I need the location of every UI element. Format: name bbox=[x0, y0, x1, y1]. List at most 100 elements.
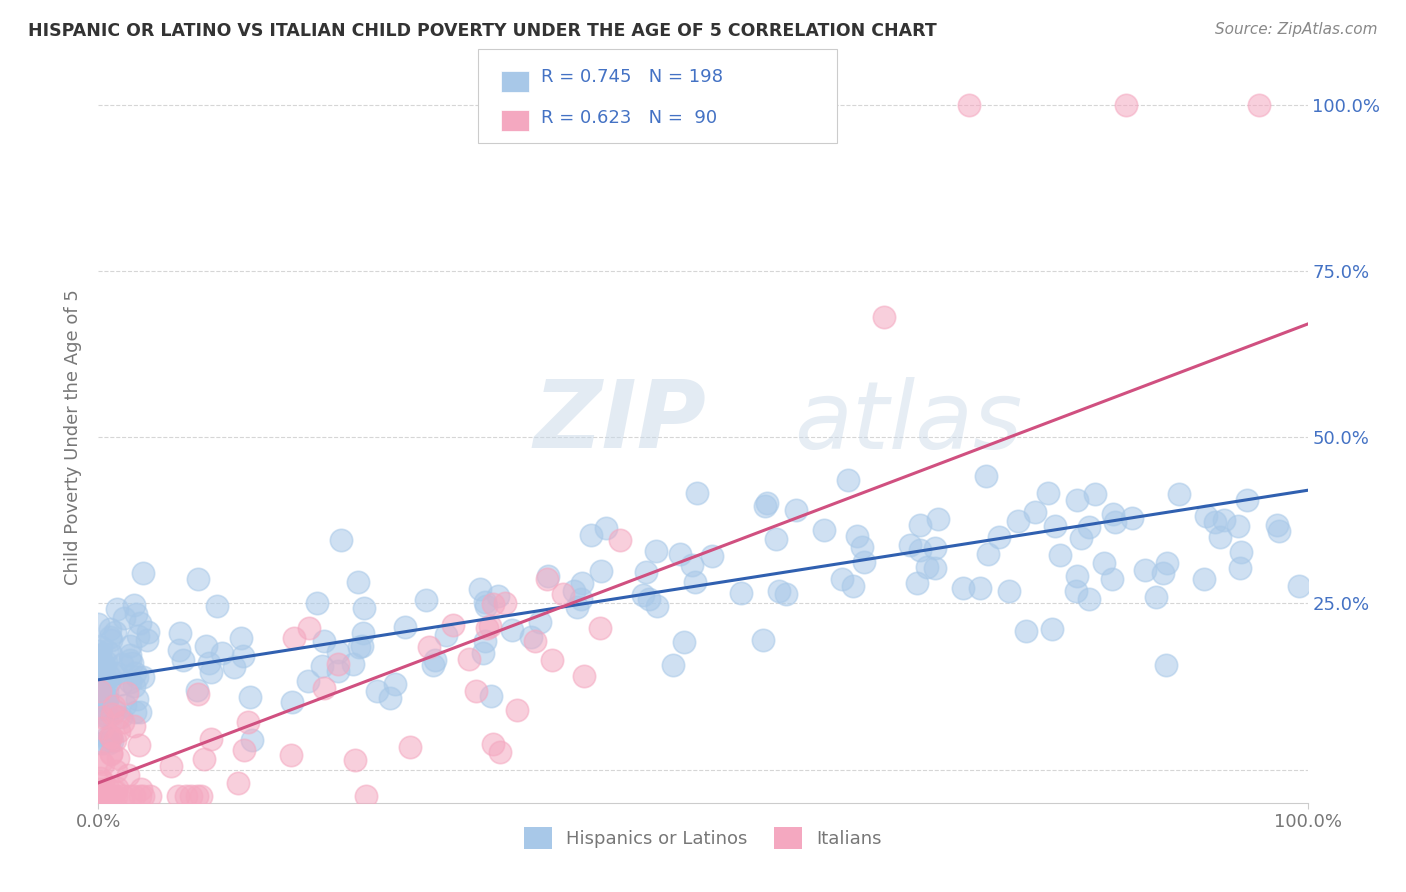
Point bbox=[572, 668, 595, 682]
Point bbox=[458, 652, 481, 666]
Text: Source: ZipAtlas.com: Source: ZipAtlas.com bbox=[1215, 22, 1378, 37]
Point bbox=[111, 789, 134, 804]
Point bbox=[1168, 486, 1191, 500]
Point bbox=[347, 574, 370, 589]
Point bbox=[91, 774, 114, 789]
Point bbox=[1268, 524, 1291, 538]
Point bbox=[579, 527, 602, 541]
Point bbox=[700, 549, 723, 563]
Point bbox=[752, 632, 775, 647]
Point bbox=[987, 530, 1010, 544]
Point bbox=[96, 685, 118, 699]
Point bbox=[571, 575, 593, 590]
Point bbox=[927, 512, 949, 526]
Point bbox=[464, 684, 486, 698]
Point bbox=[125, 692, 148, 706]
Point bbox=[96, 644, 118, 658]
Point bbox=[669, 547, 692, 561]
Point bbox=[121, 657, 143, 671]
Point bbox=[609, 533, 631, 547]
Point bbox=[132, 789, 155, 804]
Point bbox=[328, 657, 350, 672]
Point bbox=[124, 679, 146, 693]
Point bbox=[354, 789, 377, 804]
Point bbox=[104, 764, 127, 779]
Point bbox=[101, 789, 124, 804]
Point bbox=[474, 634, 496, 648]
Point bbox=[98, 729, 121, 743]
Point bbox=[873, 310, 896, 325]
Point bbox=[190, 789, 212, 804]
Point bbox=[631, 588, 654, 602]
Y-axis label: Child Poverty Under the Age of 5: Child Poverty Under the Age of 5 bbox=[65, 289, 83, 585]
Point bbox=[238, 715, 260, 730]
Point bbox=[107, 710, 129, 724]
Point bbox=[486, 589, 509, 603]
Point bbox=[468, 582, 491, 596]
Point bbox=[93, 701, 115, 715]
Point bbox=[352, 639, 374, 653]
Point bbox=[283, 632, 305, 646]
Point bbox=[1070, 532, 1092, 546]
Point bbox=[1040, 622, 1063, 636]
Point bbox=[118, 652, 141, 666]
Point bbox=[98, 630, 121, 644]
Point bbox=[124, 666, 146, 681]
Point bbox=[107, 751, 129, 765]
Point bbox=[434, 628, 457, 642]
Point bbox=[328, 664, 350, 678]
Point bbox=[91, 789, 114, 804]
Point bbox=[167, 643, 190, 657]
Point bbox=[1014, 624, 1036, 639]
Point bbox=[281, 695, 304, 709]
Point bbox=[529, 615, 551, 629]
Point bbox=[89, 782, 111, 797]
Point bbox=[280, 747, 302, 762]
Point bbox=[91, 663, 114, 677]
Point bbox=[124, 607, 146, 621]
Point bbox=[905, 575, 928, 590]
Point bbox=[681, 558, 703, 572]
Text: R = 0.745   N = 198: R = 0.745 N = 198 bbox=[541, 69, 723, 87]
Point bbox=[384, 677, 406, 691]
Point bbox=[562, 583, 585, 598]
Point bbox=[93, 658, 115, 673]
Point bbox=[297, 673, 319, 688]
Point bbox=[114, 698, 136, 712]
Point bbox=[90, 755, 112, 769]
Point bbox=[194, 639, 217, 653]
Point bbox=[90, 789, 112, 804]
Point bbox=[127, 629, 149, 643]
Point bbox=[478, 619, 501, 633]
Point bbox=[97, 781, 120, 796]
Point bbox=[1249, 97, 1271, 112]
Point bbox=[1288, 579, 1310, 593]
Point bbox=[831, 573, 853, 587]
Point bbox=[1049, 548, 1071, 562]
Point bbox=[422, 658, 444, 673]
Point bbox=[1229, 560, 1251, 574]
Point bbox=[91, 789, 114, 804]
Point bbox=[343, 754, 366, 768]
Point bbox=[908, 518, 931, 533]
Point bbox=[1208, 530, 1230, 544]
Point bbox=[87, 617, 110, 632]
Point bbox=[98, 669, 121, 683]
Point bbox=[775, 587, 797, 601]
Point bbox=[481, 597, 503, 611]
Point bbox=[98, 736, 121, 750]
Point bbox=[111, 657, 134, 672]
Point bbox=[1104, 515, 1126, 529]
Point bbox=[229, 632, 252, 646]
Point bbox=[93, 701, 115, 715]
Point bbox=[89, 789, 111, 804]
Point bbox=[1195, 508, 1218, 523]
Point bbox=[837, 473, 859, 487]
Point bbox=[91, 784, 114, 798]
Point bbox=[94, 692, 117, 706]
Point bbox=[1084, 487, 1107, 501]
Point bbox=[553, 587, 575, 601]
Point bbox=[589, 621, 612, 635]
Point bbox=[1024, 505, 1046, 519]
Point bbox=[118, 648, 141, 662]
